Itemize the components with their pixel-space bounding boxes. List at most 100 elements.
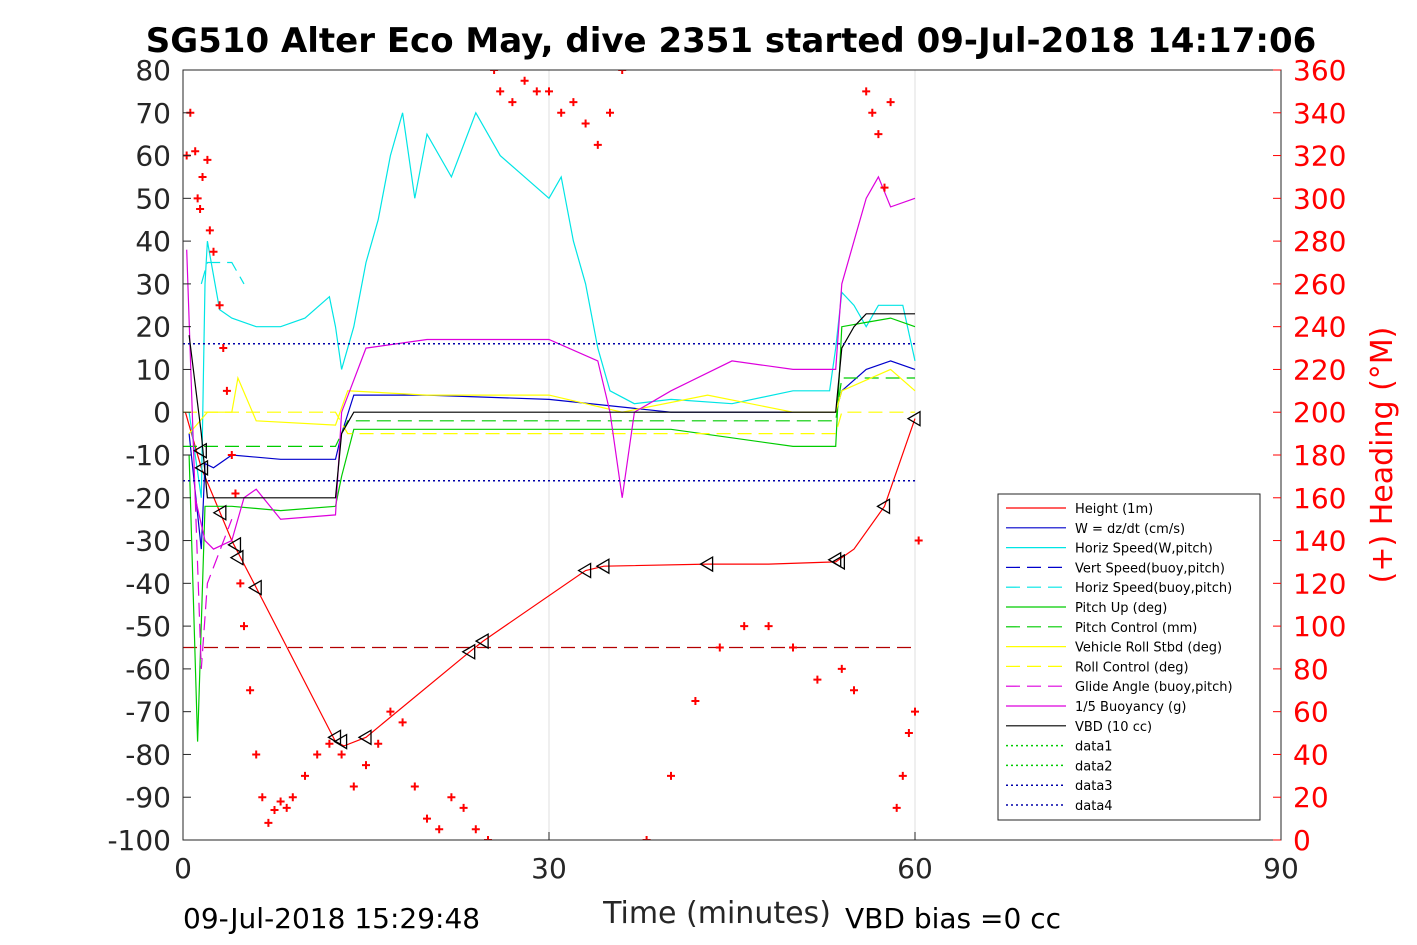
y-tick-label-right: 140 — [1293, 525, 1346, 558]
heading-point — [868, 108, 877, 117]
x-tick-label: 90 — [1263, 852, 1299, 885]
heading-point — [886, 98, 895, 107]
heading-point — [520, 76, 529, 85]
heading-point — [459, 803, 468, 812]
heading-point — [880, 183, 889, 192]
y-tick-label-left: -30 — [125, 525, 171, 558]
heading-point — [215, 301, 224, 310]
legend-label: Horiz Speed(W,pitch) — [1075, 542, 1213, 557]
heading-point — [313, 750, 322, 759]
legend: Height (1m) W = dz/dt (cm/s) Horiz Speed(W… — [997, 493, 1261, 821]
legend-label: 1/5 Buoyancy (g) — [1075, 700, 1186, 715]
y-tick-label-left: 50 — [135, 182, 171, 215]
triangle-marker — [327, 729, 342, 746]
y-tick-label-right: 180 — [1293, 439, 1346, 472]
heading-point — [410, 782, 419, 791]
triangle-marker — [212, 504, 227, 521]
heading-point — [904, 729, 913, 738]
legend-label: data3 — [1075, 779, 1113, 794]
legend-label: Pitch Control (mm) — [1075, 621, 1197, 636]
heading-point — [435, 825, 444, 834]
heading-point — [850, 686, 858, 695]
heading-point — [219, 344, 228, 353]
heading-point — [447, 793, 456, 802]
heading-point — [374, 739, 383, 748]
heading-point — [276, 797, 285, 806]
heading-point — [764, 622, 773, 631]
legend-label: Height (1m) — [1075, 502, 1153, 517]
triangle-marker — [247, 579, 262, 596]
heading-point — [508, 98, 517, 107]
legend-label: data2 — [1075, 759, 1113, 774]
heading-point — [423, 814, 431, 823]
legend-label: Glide Angle (buoy,pitch) — [1075, 680, 1233, 695]
y-tick-label-left: -20 — [125, 482, 171, 515]
legend-label: Vert Speed(buoy,pitch) — [1075, 561, 1225, 576]
heading-point — [386, 707, 395, 716]
y-tick-label-right: 300 — [1293, 182, 1346, 215]
y-tick-label-right: 80 — [1293, 653, 1329, 686]
heading-point — [231, 489, 240, 498]
y-tick-label-left: 60 — [135, 140, 171, 173]
heading-point — [236, 579, 245, 588]
heading-point — [593, 140, 602, 149]
heading-point — [581, 119, 590, 128]
heading-point — [862, 87, 871, 96]
y-tick-label-right: 240 — [1293, 311, 1346, 344]
series-line-1-5-buoyancy-g — [186, 175, 916, 550]
heading-point — [227, 451, 236, 459]
footer-vbd-bias: VBD bias =0 cc — [845, 902, 1061, 935]
data-group — [183, 70, 923, 840]
legend-label: W = dz/dt (cm/s) — [1075, 522, 1185, 537]
heading-point — [898, 771, 907, 780]
heading-point — [349, 782, 358, 791]
series-line-w-dz-dt-cm-s — [188, 360, 916, 550]
y-tick-label-right: 200 — [1293, 396, 1346, 429]
heading-point — [813, 675, 822, 684]
heading-point — [557, 108, 566, 117]
heading-point — [264, 818, 273, 827]
heading-point — [874, 130, 883, 139]
heading-point — [258, 793, 267, 802]
y-tick-label-right: 60 — [1293, 696, 1329, 729]
x-tick-label: 30 — [531, 852, 567, 885]
legend-label: Pitch Up (deg) — [1075, 601, 1167, 616]
triangle-marker — [461, 643, 476, 660]
heading-point — [740, 622, 749, 631]
heading-point — [325, 739, 334, 748]
heading-point — [642, 836, 651, 840]
y-tick-label-right: 0 — [1293, 824, 1311, 857]
heading-point — [282, 803, 291, 812]
y-tick-label-left: -10 — [125, 439, 171, 472]
triangle-marker — [699, 555, 714, 573]
heading-point — [270, 806, 279, 815]
series-line-pitch-control-mm — [183, 377, 915, 447]
heading-point — [205, 226, 214, 235]
y-tick-label-left: -50 — [125, 610, 171, 643]
heading-point — [667, 771, 675, 780]
y-tick-label-left: 80 — [135, 54, 171, 87]
heading-point — [789, 643, 797, 652]
heading-point — [337, 750, 346, 759]
heading-point — [191, 147, 200, 156]
series-line-horiz-speed-w-pitch — [188, 111, 916, 498]
y-tick-label-right: 220 — [1293, 353, 1346, 386]
series-line-vbd-10-cc — [188, 313, 915, 499]
heading-point — [606, 108, 614, 117]
triangle-marker — [194, 459, 209, 476]
y-tick-label-right: 340 — [1293, 97, 1346, 130]
y-tick-label-right: 120 — [1293, 567, 1346, 600]
heading-point — [398, 718, 407, 727]
chart-title: SG510 Alter Eco May, dive 2351 started 0… — [146, 21, 1317, 61]
x-tick-label: 0 — [174, 852, 192, 885]
triangle-marker — [876, 498, 891, 515]
triangle-marker — [227, 536, 242, 553]
heading-point — [240, 622, 248, 631]
heading-point — [691, 696, 700, 705]
triangle-marker — [229, 549, 244, 566]
y-tick-label-left: -70 — [125, 696, 171, 729]
y-tick-label-right: 160 — [1293, 482, 1346, 515]
triangle-marker — [474, 632, 489, 650]
